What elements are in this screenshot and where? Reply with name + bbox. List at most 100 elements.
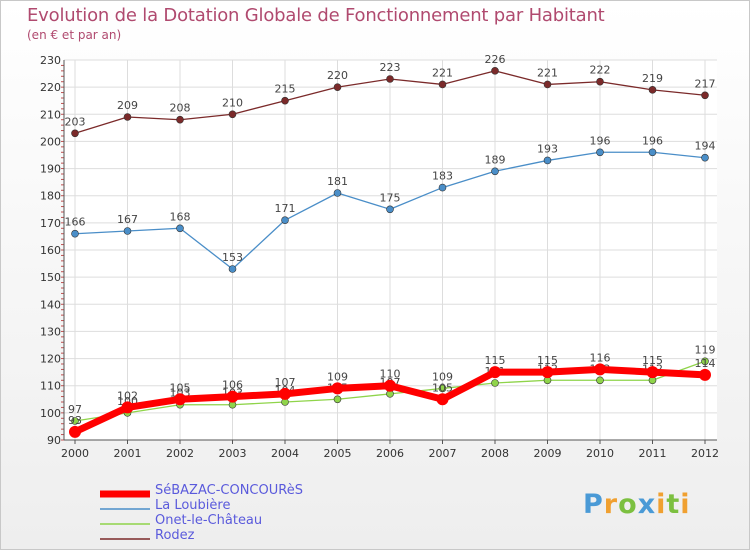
data-point (331, 382, 344, 395)
data-point (123, 227, 132, 235)
data-label: 221 (537, 66, 558, 79)
data-point (438, 80, 447, 89)
legend-swatch (100, 508, 150, 510)
data-label: 102 (117, 389, 138, 402)
data-point (596, 376, 604, 385)
x-tick-label: 2004 (271, 447, 299, 460)
data-label: 109 (432, 370, 453, 383)
y-tick-label: 100 (40, 407, 61, 420)
x-tick-label: 2011 (639, 447, 667, 460)
data-label: 220 (327, 69, 348, 82)
data-label: 171 (275, 202, 296, 215)
y-tick-label: 150 (40, 271, 61, 284)
data-label: 153 (222, 251, 243, 264)
data-label: 109 (327, 370, 348, 383)
data-point (123, 113, 132, 121)
legend-label: SéBAZAC-CONCOURèS (155, 483, 303, 498)
data-label: 105 (170, 381, 191, 394)
y-tick-label: 230 (40, 54, 61, 67)
data-label: 93 (68, 414, 82, 427)
y-tick-label: 140 (40, 298, 61, 311)
data-point (333, 395, 342, 404)
x-tick-label: 2006 (376, 447, 404, 460)
legend-label: Rodez (155, 528, 195, 543)
legend-item: Onet-le-Château (100, 513, 360, 529)
data-label: 181 (327, 175, 348, 188)
data-point (333, 83, 342, 91)
data-label: 115 (537, 354, 558, 367)
legend-item: SéBAZAC-CONCOURèS (100, 483, 360, 499)
y-tick-label: 170 (40, 217, 61, 230)
data-label: 196 (590, 134, 611, 147)
data-point (491, 167, 499, 176)
data-point (489, 366, 501, 379)
y-tick-label: 180 (40, 190, 61, 203)
y-tick-label: 130 (40, 325, 61, 338)
legend-item: Rodez (100, 528, 360, 544)
data-point (333, 189, 342, 197)
y-tick-label: 200 (40, 135, 61, 148)
data-point (701, 91, 709, 100)
data-point (648, 86, 657, 94)
y-tick-label: 110 (40, 380, 61, 393)
data-point (701, 357, 709, 366)
data-point (71, 417, 79, 425)
data-label: 114 (695, 357, 716, 370)
data-point (699, 368, 711, 381)
y-tick-label: 160 (40, 244, 61, 257)
data-point (646, 366, 659, 379)
data-point (228, 110, 237, 119)
legend-item: La Loubière (100, 498, 360, 514)
data-point (701, 153, 709, 162)
data-point (491, 379, 499, 387)
y-tick-label: 220 (40, 81, 61, 94)
y-tick-label: 190 (40, 163, 61, 176)
data-label: 175 (380, 191, 401, 204)
data-point (228, 265, 237, 273)
data-point (71, 229, 79, 238)
data-point (596, 148, 604, 157)
legend-swatch (100, 523, 150, 525)
data-label: 194 (695, 140, 716, 153)
data-point (226, 390, 239, 403)
data-point (281, 216, 289, 224)
data-point (436, 393, 449, 406)
data-label: 115 (485, 354, 506, 367)
data-point (176, 115, 184, 124)
data-point (69, 425, 81, 438)
data-label: 106 (222, 379, 243, 392)
chart-subtitle: (en € et par an) (27, 28, 122, 42)
data-point (386, 205, 394, 214)
data-point (596, 77, 604, 86)
data-point (491, 67, 499, 75)
data-label: 203 (65, 115, 86, 128)
data-point (543, 156, 552, 165)
data-label: 219 (642, 72, 663, 85)
data-point (174, 393, 186, 406)
x-tick-label: 2001 (114, 447, 142, 460)
data-label: 215 (275, 83, 296, 96)
data-point (594, 363, 606, 376)
data-label: 196 (642, 134, 663, 147)
x-tick-label: 2007 (429, 447, 457, 460)
x-tick-label: 2010 (586, 447, 614, 460)
data-point (541, 366, 554, 379)
data-label: 209 (117, 99, 138, 112)
x-tick-label: 2008 (481, 447, 509, 460)
legend-swatch (100, 538, 150, 540)
data-point (384, 379, 396, 392)
data-point (176, 224, 184, 233)
data-label: 105 (432, 381, 453, 394)
data-point (121, 401, 134, 414)
x-tick-label: 2000 (61, 447, 89, 460)
legend-swatch (100, 490, 150, 498)
data-point (543, 80, 552, 89)
y-tick-label: 90 (47, 434, 61, 447)
x-tick-label: 2005 (324, 447, 352, 460)
data-point (281, 96, 289, 105)
data-label: 168 (170, 210, 191, 223)
data-point (71, 129, 79, 138)
data-label: 107 (275, 376, 296, 389)
data-label: 116 (590, 351, 611, 364)
